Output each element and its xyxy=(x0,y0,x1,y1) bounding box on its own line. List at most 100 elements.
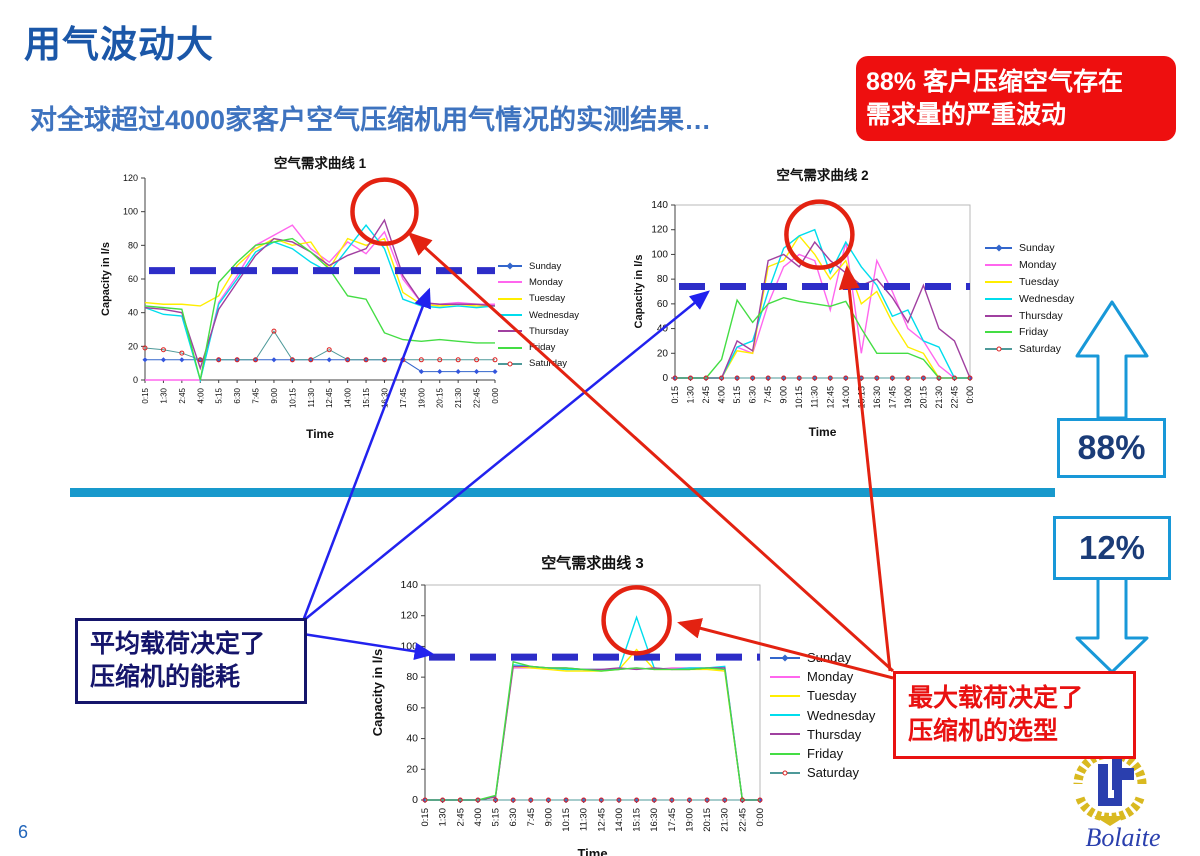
series-monday xyxy=(425,667,760,801)
avg-load-line1: 平均载荷决定了 xyxy=(90,630,266,658)
svg-text:20:15: 20:15 xyxy=(702,808,713,832)
svg-text:14:00: 14:00 xyxy=(841,386,851,409)
legend-label: Monday xyxy=(1019,259,1057,272)
legend-item-wednesday: Wednesday xyxy=(770,706,875,725)
svg-text:4:00: 4:00 xyxy=(717,386,727,404)
svg-text:22:45: 22:45 xyxy=(473,387,482,408)
series-wednesday xyxy=(425,615,760,801)
svg-text:100: 100 xyxy=(400,640,418,652)
legend-item-friday: Friday xyxy=(985,324,1074,341)
legend-item-sunday: Sunday xyxy=(985,240,1074,257)
svg-text:120: 120 xyxy=(123,173,138,183)
svg-text:16:30: 16:30 xyxy=(872,386,882,409)
divider-line xyxy=(70,488,1055,497)
peak-annotation-circle xyxy=(350,177,419,246)
svg-text:22:45: 22:45 xyxy=(737,808,748,832)
legend-item-monday: Monday xyxy=(498,274,579,290)
svg-text:140: 140 xyxy=(651,200,668,211)
svg-text:15:15: 15:15 xyxy=(632,808,643,832)
svg-text:17:45: 17:45 xyxy=(399,387,408,408)
svg-text:11:30: 11:30 xyxy=(579,808,590,831)
legend-label: Sunday xyxy=(529,260,562,272)
svg-text:0: 0 xyxy=(133,375,138,385)
x-axis-label: Time xyxy=(809,425,837,439)
peak-annotation-circle xyxy=(601,585,672,656)
legend-item-wednesday: Wednesday xyxy=(985,290,1074,307)
chart-title-2: 空气需求曲线 2 xyxy=(776,168,869,183)
svg-text:120: 120 xyxy=(400,610,418,622)
svg-text:100: 100 xyxy=(651,249,668,260)
legend-item-tuesday: Tuesday xyxy=(498,291,579,307)
svg-text:21:30: 21:30 xyxy=(454,387,463,408)
series-friday xyxy=(675,296,970,379)
down-arrow-icon xyxy=(1075,573,1149,674)
svg-text:20:15: 20:15 xyxy=(918,386,928,409)
svg-text:9:00: 9:00 xyxy=(779,386,789,404)
svg-text:6:30: 6:30 xyxy=(748,386,758,404)
logo-wordmark: Bolaite xyxy=(1085,823,1160,852)
svg-text:10:15: 10:15 xyxy=(288,387,297,408)
svg-text:5:15: 5:15 xyxy=(732,386,742,404)
legend-label: Thursday xyxy=(1019,309,1063,322)
circle-marker-icon xyxy=(996,346,1001,352)
legend-label: Monday xyxy=(529,276,563,288)
svg-text:7:45: 7:45 xyxy=(526,808,537,827)
svg-text:16:30: 16:30 xyxy=(380,387,389,408)
svg-text:2:45: 2:45 xyxy=(455,808,466,827)
svg-text:0: 0 xyxy=(662,373,668,384)
legend-item-tuesday: Tuesday xyxy=(985,274,1074,291)
svg-text:100: 100 xyxy=(123,207,138,217)
legend-item-thursday: Thursday xyxy=(985,307,1074,324)
legend-item-tuesday: Tuesday xyxy=(770,686,875,705)
svg-text:4:00: 4:00 xyxy=(196,387,205,403)
svg-text:0:00: 0:00 xyxy=(965,386,975,404)
svg-text:0:15: 0:15 xyxy=(420,808,431,827)
pct-high-value: 88% xyxy=(1077,428,1146,467)
svg-text:16:30: 16:30 xyxy=(649,808,660,832)
legend-item-thursday: Thursday xyxy=(770,725,875,744)
legend-item-monday: Monday xyxy=(770,667,875,686)
x-axis-label: Time xyxy=(306,427,334,441)
legend-label: Thursday xyxy=(529,325,569,337)
max-load-line2: 压缩机的选型 xyxy=(908,717,1059,745)
svg-text:80: 80 xyxy=(406,671,418,683)
fluctuation-callout-line1: 88% 客户压缩空气存在 xyxy=(866,68,1123,96)
svg-text:140: 140 xyxy=(400,579,418,591)
chart-air-demand-curve-2: 空气需求曲线 2 0 20 40 60 80 100 120 140 0:15 1:30 2:45 4… xyxy=(628,158,1098,458)
bolaite-logo: Bolaite xyxy=(1073,749,1161,852)
svg-text:19:00: 19:00 xyxy=(417,387,426,408)
chart-title-3: 空气需求曲线 3 xyxy=(541,555,644,572)
series-saturday xyxy=(144,330,495,361)
legend-label: Tuesday xyxy=(807,688,857,704)
legend-label: Friday xyxy=(807,746,844,762)
pct-high-box: 88% xyxy=(1057,418,1166,478)
series-monday xyxy=(145,224,495,381)
legend-item-friday: Friday xyxy=(770,744,875,763)
legend-item-saturday: Saturday xyxy=(770,763,875,782)
peak-annotation-circle xyxy=(784,199,855,270)
svg-text:40: 40 xyxy=(128,308,138,318)
legend-label: Tuesday xyxy=(529,293,566,305)
y-axis-label: Capacity in l/s xyxy=(370,649,385,736)
svg-text:1:30: 1:30 xyxy=(438,808,449,827)
svg-text:21:30: 21:30 xyxy=(934,386,944,409)
legend-item-saturday: Saturday xyxy=(498,356,579,372)
series-tuesday xyxy=(425,648,760,801)
circle-marker-icon xyxy=(507,361,513,367)
legend-label: Wednesday xyxy=(529,309,579,321)
svg-text:14:00: 14:00 xyxy=(344,387,353,408)
legend-label: Saturday xyxy=(807,765,860,781)
max-load-callout-box: 最大载荷决定了 压缩机的选型 xyxy=(893,671,1136,759)
pct-low-box: 12% xyxy=(1053,516,1171,580)
diamond-marker-icon xyxy=(781,654,789,662)
svg-text:60: 60 xyxy=(128,274,138,284)
legend-label: Tuesday xyxy=(1019,275,1059,288)
svg-text:14:00: 14:00 xyxy=(614,808,625,832)
svg-text:10:15: 10:15 xyxy=(561,808,572,832)
svg-text:80: 80 xyxy=(128,240,138,250)
svg-text:15:15: 15:15 xyxy=(856,386,866,409)
fluctuation-callout-box: 88% 客户压缩空气存在 需求量的严重波动 xyxy=(856,56,1176,141)
legend-label: Friday xyxy=(529,342,556,354)
svg-text:20: 20 xyxy=(657,348,669,359)
legend-label: Friday xyxy=(1019,326,1049,339)
